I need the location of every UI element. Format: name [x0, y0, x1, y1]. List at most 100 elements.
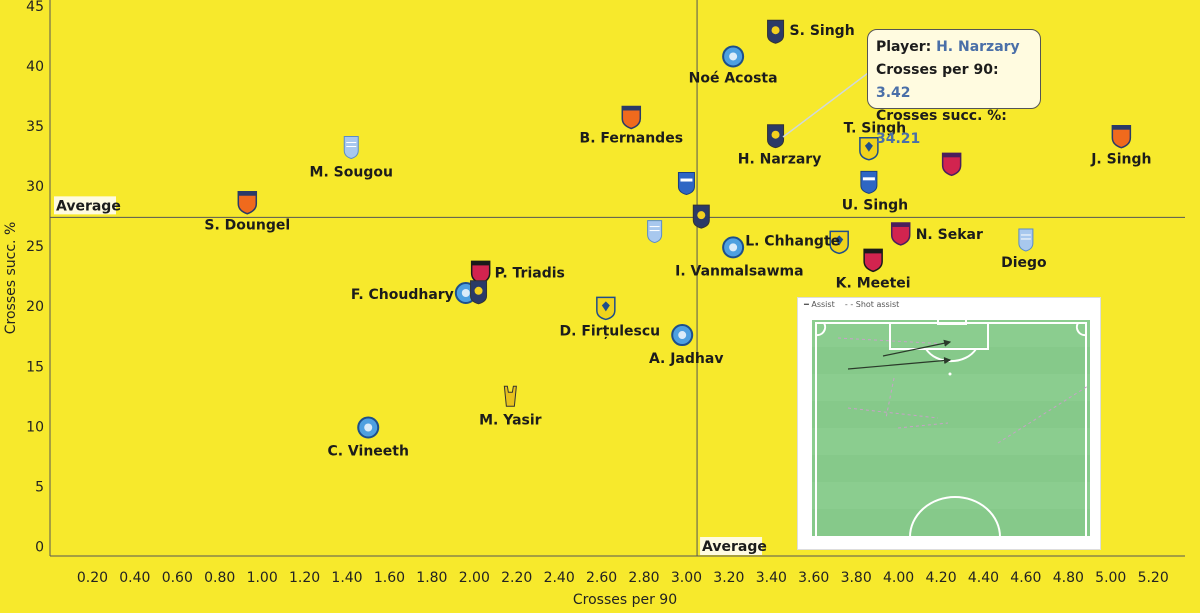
x-tick-label: 2.80: [628, 570, 659, 586]
player-label: S. Doungel: [204, 218, 290, 234]
y-tick-label: 25: [26, 239, 44, 255]
assist-paths: [847, 339, 952, 370]
player-label: T. Singh: [844, 121, 906, 137]
x-tick-label: 1.40: [331, 570, 362, 586]
point-goa-badge-icon: [237, 190, 258, 215]
x-tick-label: 5.00: [1095, 570, 1126, 586]
badge-shield: [677, 172, 695, 196]
y-tick-label: 30: [26, 179, 44, 195]
point-northeast-badge-icon: [470, 260, 491, 285]
point-jamshedpur-badge-icon: [722, 236, 745, 259]
tooltip-crosses-label: Crosses per 90:: [876, 62, 999, 78]
badge-emblem: [697, 211, 706, 220]
player-label: H. Narzary: [738, 152, 822, 168]
x-tick-label: 2.40: [544, 570, 575, 586]
player-label: Diego: [1001, 255, 1047, 271]
point-chennaiyin-badge-icon: [829, 230, 849, 255]
player-label: P. Triadis: [495, 265, 565, 281]
tooltip-crosses-value: 3.42: [876, 85, 911, 101]
y-axis-title: Crosses succ. %: [3, 222, 19, 335]
x-tick-label: 0.40: [119, 570, 150, 586]
x-tick-label: 2.20: [501, 570, 532, 586]
point-mumbai-badge-icon: [343, 136, 359, 160]
point-goa-badge-icon: [1111, 124, 1132, 149]
player-label: F. Choudhary: [351, 287, 454, 303]
x-tick-label: 1.00: [247, 570, 278, 586]
badge-center: [678, 331, 687, 340]
pitch-legend: ━ Assist - - Shot assist: [804, 300, 899, 309]
badge-emblem: [835, 235, 844, 246]
badge-center: [729, 243, 738, 252]
shot-assist-legend-swatch: - -: [844, 300, 854, 309]
point-bengaluru-badge-icon: [860, 170, 878, 194]
x-tick-label: 4.60: [1010, 570, 1041, 586]
player-label: A. Jadhav: [649, 351, 724, 367]
y-tick-label: 5: [35, 479, 44, 495]
player-label: D. Firțulescu: [560, 323, 661, 339]
badge-emblem: [771, 26, 780, 35]
x-tick-label: 1.60: [374, 570, 405, 586]
x-tick-label: 4.00: [883, 570, 914, 586]
point-jamshedpur-badge-icon: [357, 416, 380, 439]
y-tick-label: 20: [26, 299, 44, 315]
badge-band: [1112, 125, 1131, 130]
badge-band: [238, 191, 257, 196]
point-kerala-badge-icon: [767, 19, 785, 44]
point-bengaluru-badge-icon: [677, 172, 695, 196]
badge-shield: [621, 105, 642, 130]
badge-shield: [863, 248, 883, 273]
assist-legend-label: Assist: [811, 300, 835, 309]
x-tick-label: 2.60: [586, 570, 617, 586]
player-label: N. Sekar: [916, 227, 983, 243]
player-label: B. Fernandes: [580, 130, 684, 146]
badge-band: [622, 106, 641, 111]
badge-stripe: [680, 178, 693, 182]
point-mumbai-badge-icon: [1018, 228, 1034, 252]
shot-assist-legend-label: Shot assist: [855, 300, 900, 309]
point-kerala-badge-icon: [470, 280, 488, 305]
badge-center: [364, 423, 373, 432]
badge-band: [864, 249, 883, 254]
player-label: K. Meetei: [836, 275, 911, 291]
x-tick-label: 4.20: [925, 570, 956, 586]
shot-assist-paths: [837, 337, 1089, 444]
x-tick-label: 0.20: [77, 570, 108, 586]
badge-emblem: [601, 301, 610, 312]
point-goa-badge-icon: [621, 105, 642, 130]
point-mumbai-badge-icon: [647, 220, 663, 244]
average-y-label: Average: [56, 198, 121, 214]
tooltip-succ-value: 34.21: [876, 131, 921, 147]
point-odisha-badge-icon: [890, 222, 911, 246]
y-tick-label: 10: [26, 419, 44, 435]
y-tick-label: 35: [26, 119, 44, 135]
tooltip-succ-label: Crosses succ. %:: [876, 108, 1007, 124]
badge-shield: [860, 170, 878, 194]
y-tick-label: 0: [35, 539, 44, 555]
average-y-label-bg: [54, 196, 116, 215]
point-northeast-badge-icon: [863, 248, 883, 273]
x-tick-label: 4.40: [968, 570, 999, 586]
player-label: L. Chhangte: [745, 233, 840, 249]
x-axis-title: Crosses per 90: [573, 592, 677, 608]
point-jamshedpur-badge-icon: [671, 324, 694, 347]
x-tick-label: 3.00: [671, 570, 702, 586]
badge-shield: [1018, 228, 1034, 252]
point-hyderabad-badge-icon: [503, 385, 517, 407]
pitch-map-panel: ━ Assist - - Shot assist: [797, 297, 1101, 550]
badge-shield: [890, 222, 911, 246]
x-tick-label: 1.80: [416, 570, 447, 586]
player-label: U. Singh: [842, 197, 908, 213]
player-label: C. Vineeth: [327, 444, 408, 460]
x-tick-label: 5.20: [1138, 570, 1169, 586]
point-odisha-badge-icon: [941, 152, 962, 177]
player-tooltip: Player: H. Narzary Crosses per 90: 3.42 …: [867, 29, 1041, 147]
point-kerala-badge-icon: [692, 204, 710, 229]
badge-band: [942, 153, 961, 158]
point-chennaiyin-badge-icon: [859, 136, 879, 161]
badge-shield: [1111, 124, 1132, 149]
x-tick-label: 1.20: [289, 570, 320, 586]
badge-shield: [343, 136, 359, 160]
badge-emblem: [474, 286, 483, 295]
badge-center: [461, 289, 470, 298]
